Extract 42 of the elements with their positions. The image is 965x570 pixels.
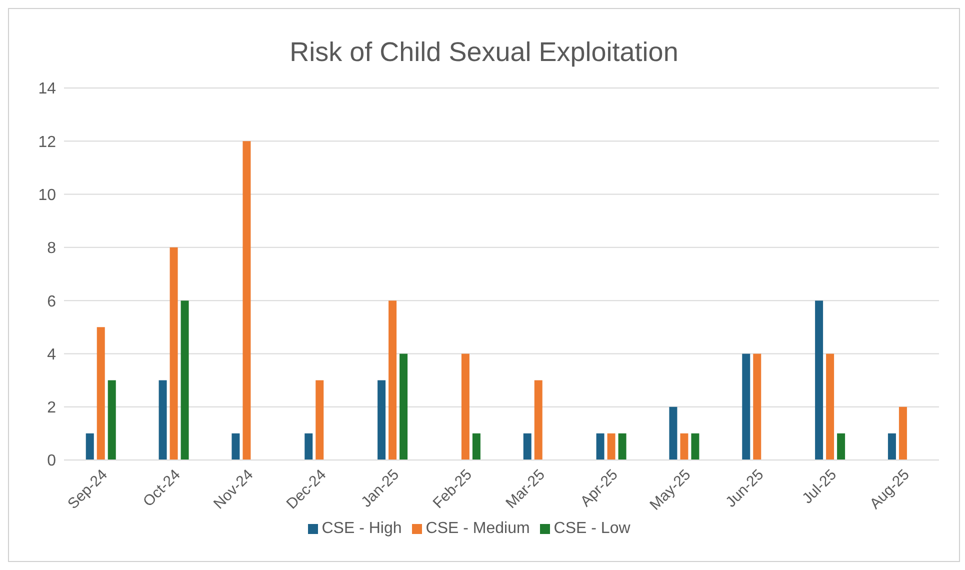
bar [742,354,750,460]
y-tick-label: 12 [38,134,56,151]
bar [826,354,834,460]
legend-label: CSE - High [322,520,402,537]
bar [596,433,604,460]
bar [680,433,688,460]
bar [461,354,470,460]
bar [388,300,397,460]
bar [607,433,616,460]
bar [691,433,700,460]
bar [86,433,94,460]
legend-label: CSE - Low [554,520,630,537]
bar [669,406,678,460]
y-tick-label: 4 [47,346,56,364]
bar [534,380,542,460]
bar [170,247,178,460]
bar [96,327,105,460]
y-tick-label: 6 [47,293,56,310]
bar [618,433,626,460]
bar [158,380,167,460]
bar [180,300,189,460]
bar [815,300,824,460]
legend-label: CSE - Medium [426,520,530,537]
chart-title: Risk of Child Sexual Exploitation [288,37,680,68]
bar [232,433,240,460]
y-tick-label: 14 [38,80,56,98]
bar [837,433,846,460]
bar [304,433,313,460]
bar [400,354,408,460]
y-tick-label: 2 [47,400,56,417]
y-tick-label: 0 [47,452,56,470]
y-tick-label: 10 [38,186,56,204]
bar [753,354,762,460]
bar [898,406,907,460]
bar [108,380,116,460]
bar [888,433,896,460]
y-tick-label: 8 [47,240,56,258]
bar [316,380,324,460]
bar [242,141,251,460]
bar [378,380,386,460]
bar [523,433,532,460]
bar [472,433,480,460]
